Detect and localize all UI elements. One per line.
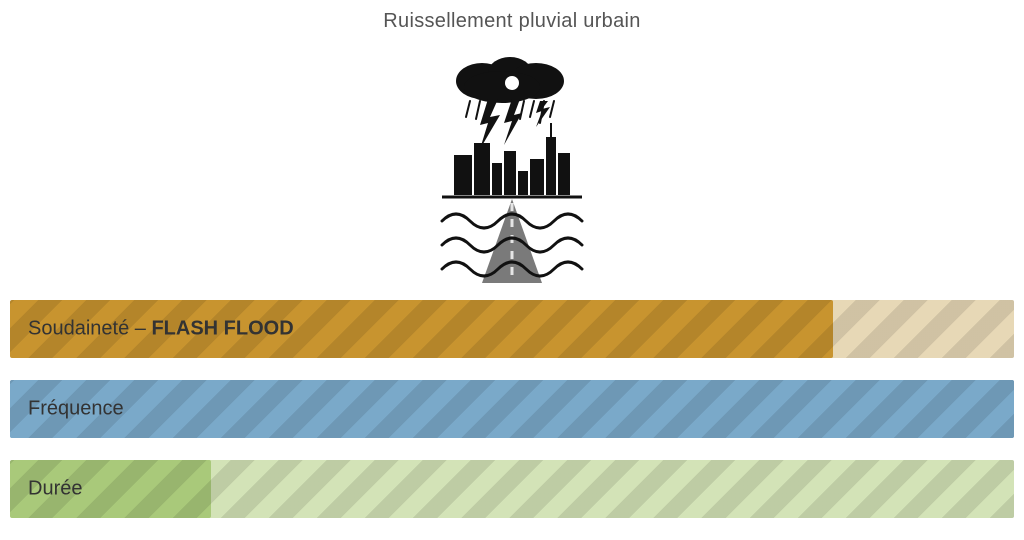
bar-label-bold: FLASH FLOOD bbox=[151, 318, 293, 340]
bar-label-plain: Durée bbox=[28, 478, 82, 500]
flood-svg bbox=[402, 53, 622, 283]
flood-illustration bbox=[0, 53, 1024, 283]
city-icon bbox=[454, 123, 570, 195]
bar-label-plain: Soudaineté – bbox=[28, 318, 151, 340]
bar-label-plain: Fréquence bbox=[28, 398, 124, 420]
bar-fill-frequence bbox=[10, 380, 1014, 438]
bar-label-soudainete: Soudaineté – FLASH FLOOD bbox=[28, 318, 294, 341]
bar-label-frequence: Fréquence bbox=[28, 398, 124, 421]
cloud-icon bbox=[456, 57, 564, 103]
bar-frequence: Fréquence bbox=[10, 380, 1014, 438]
bar-soudainete: Soudaineté – FLASH FLOOD bbox=[10, 300, 1014, 358]
page-title: Ruissellement pluvial urbain bbox=[0, 0, 1024, 33]
metric-bars: Soudaineté – FLASH FLOOD Fréquence Durée bbox=[10, 300, 1014, 540]
bar-label-duree: Durée bbox=[28, 478, 82, 501]
bar-duree: Durée bbox=[10, 460, 1014, 518]
road-icon bbox=[482, 199, 542, 283]
bolt-icon bbox=[480, 99, 550, 149]
